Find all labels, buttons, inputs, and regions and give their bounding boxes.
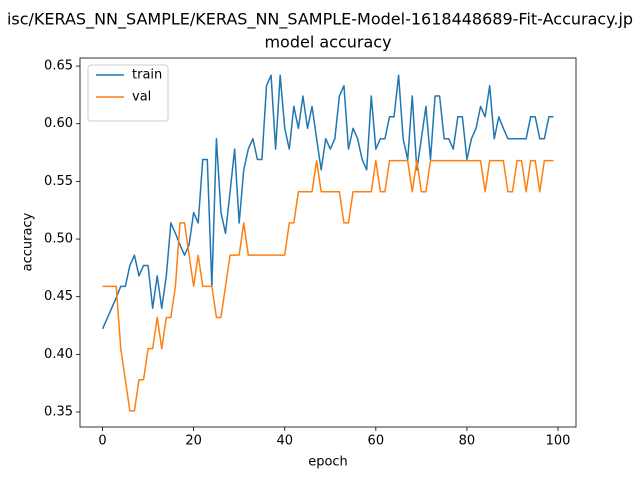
series-line [101, 74, 554, 330]
legend-label: train [132, 68, 162, 83]
x-tick-label: 60 [368, 434, 385, 449]
x-tick-label: 80 [459, 434, 476, 449]
plot-frame [79, 57, 577, 428]
series-line [102, 159, 554, 412]
y-tick-label: 0.45 [44, 289, 73, 304]
x-axis-label: epoch [308, 455, 348, 470]
chart-subtitle: model accuracy [264, 33, 391, 52]
x-tick-label: 0 [98, 434, 106, 449]
x-tick-label: 40 [276, 434, 293, 449]
legend-label: val [132, 90, 151, 105]
y-tick-label: 0.60 [44, 116, 73, 131]
y-tick-label: 0.50 [44, 232, 73, 247]
x-tick-label: 100 [546, 434, 571, 449]
x-tick-label: 20 [185, 434, 202, 449]
y-tick-label: 0.55 [44, 174, 73, 189]
y-axis-label: accuracy [21, 212, 36, 271]
legend-box [87, 64, 169, 122]
y-tick-label: 0.35 [44, 405, 73, 420]
chart-title: isc/KERAS_NN_SAMPLE/KERAS_NN_SAMPLE-Mode… [7, 10, 633, 30]
y-tick-label: 0.65 [44, 59, 73, 74]
y-tick-label: 0.40 [44, 347, 73, 362]
